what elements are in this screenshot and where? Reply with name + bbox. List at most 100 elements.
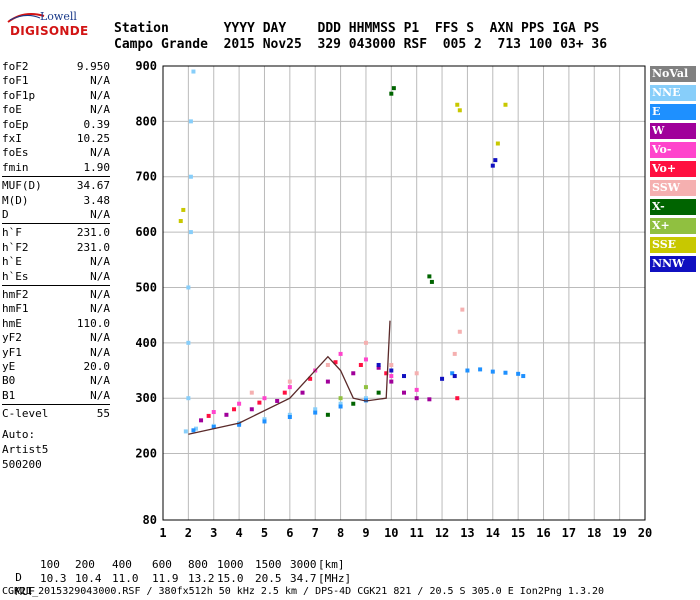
x-tick-label: 5 bbox=[261, 526, 268, 540]
param-value: N/A bbox=[90, 103, 110, 117]
x-tick-label: 16 bbox=[536, 526, 550, 540]
param-row: yF1 N/A bbox=[2, 346, 110, 360]
data-point bbox=[257, 400, 262, 405]
data-point bbox=[300, 390, 305, 395]
param-value: N/A bbox=[90, 255, 110, 269]
param-value: N/A bbox=[90, 331, 110, 345]
data-point bbox=[490, 163, 495, 168]
param-value: 9.950 bbox=[76, 60, 110, 73]
data-point bbox=[191, 69, 196, 74]
footer-muf-label: MUF bbox=[15, 585, 36, 598]
data-point bbox=[414, 387, 419, 392]
param-row: B0 N/A bbox=[2, 374, 110, 388]
data-point bbox=[389, 368, 394, 373]
footer-value: 1500 bbox=[255, 558, 282, 571]
data-point bbox=[188, 119, 193, 124]
param-label: D bbox=[2, 208, 9, 221]
legend-item-e: E bbox=[650, 104, 696, 120]
param-value: 20.0 bbox=[83, 360, 111, 373]
data-point bbox=[188, 230, 193, 235]
param-label: M(D) bbox=[2, 193, 29, 207]
footer-muf-row: MUF 10.3 10.4 11.0 11.9 13.2 15.0 20.5 34.7 [MHz… bbox=[2, 572, 351, 598]
param-row: foF2 9.950 bbox=[2, 60, 110, 74]
param-row: M(D) 3.48 bbox=[2, 194, 110, 208]
data-point bbox=[414, 371, 419, 376]
x-tick-label: 6 bbox=[286, 526, 293, 540]
footer-value: 20.5 bbox=[255, 572, 282, 585]
param-label: h`E bbox=[2, 255, 22, 269]
data-point bbox=[376, 362, 381, 367]
legend-item-nne: NNE bbox=[650, 85, 696, 101]
data-point bbox=[232, 407, 237, 412]
header-labels: Station YYYY DAY DDD HHMMSS P1 FFS S AXN… bbox=[114, 21, 600, 36]
footer-value: 1000 bbox=[217, 558, 244, 571]
x-tick-label: 18 bbox=[587, 526, 601, 540]
header-values: Campo Grande 2015 Nov25 329 043000 RSF 0… bbox=[114, 37, 608, 52]
data-point bbox=[376, 365, 381, 370]
data-point bbox=[186, 285, 191, 290]
auto-scaling-text: 500200 bbox=[2, 457, 42, 471]
data-point bbox=[351, 401, 356, 406]
data-point bbox=[455, 102, 460, 107]
data-point bbox=[460, 307, 465, 312]
param-row: hmF1 N/A bbox=[2, 302, 110, 316]
param-value: 231.0 bbox=[76, 240, 110, 254]
footer-value: 400 bbox=[112, 558, 132, 571]
param-row: h`Es N/A bbox=[2, 270, 110, 284]
param-row: h`F 231.0 bbox=[2, 226, 110, 240]
data-point bbox=[275, 398, 280, 403]
param-label: foF1 bbox=[2, 74, 29, 88]
x-tick-label: 10 bbox=[384, 526, 398, 540]
legend-item-w: W bbox=[650, 123, 696, 139]
data-point bbox=[193, 426, 198, 431]
x-tick-label: 17 bbox=[562, 526, 576, 540]
param-row: hmE 110.0 bbox=[2, 317, 110, 331]
param-value: N/A bbox=[90, 388, 110, 402]
footer-value: 11.9 bbox=[152, 572, 179, 585]
x-tick-label: 12 bbox=[435, 526, 449, 540]
x-tick-label: 11 bbox=[409, 526, 423, 540]
data-point bbox=[338, 396, 343, 401]
param-value: N/A bbox=[90, 146, 110, 160]
profile-trace-line bbox=[188, 320, 391, 435]
data-point bbox=[186, 340, 191, 345]
data-point bbox=[338, 404, 343, 409]
param-value: 34.67 bbox=[76, 179, 110, 193]
data-point bbox=[186, 396, 191, 401]
data-point bbox=[402, 374, 406, 379]
data-point bbox=[287, 412, 292, 417]
param-label: fmin bbox=[2, 160, 29, 174]
data-point bbox=[452, 374, 457, 379]
x-tick-label: 4 bbox=[235, 526, 242, 540]
legend-item-x: X- bbox=[650, 199, 696, 215]
footer-value: 11.0 bbox=[112, 572, 139, 585]
data-point bbox=[358, 362, 363, 367]
data-point bbox=[308, 376, 313, 381]
param-label: B0 bbox=[2, 374, 16, 388]
param-row: MUF(D) 34.67 bbox=[2, 179, 110, 193]
data-point bbox=[478, 367, 483, 372]
data-point bbox=[199, 418, 204, 423]
y-tick-label: 400 bbox=[135, 336, 157, 350]
footer-value: 200 bbox=[75, 558, 95, 571]
data-point bbox=[427, 397, 432, 402]
data-point bbox=[287, 379, 292, 384]
legend-item-x: X+ bbox=[650, 218, 696, 234]
param-divider bbox=[2, 223, 110, 225]
legend-item-ssw: SSW bbox=[650, 180, 696, 196]
data-point bbox=[237, 422, 242, 427]
data-point bbox=[521, 374, 526, 379]
data-point bbox=[313, 407, 318, 412]
legend-item-nnw: NNW bbox=[650, 256, 696, 272]
x-tick-label: 8 bbox=[337, 526, 344, 540]
digisonde-logo: Lowell DIGISONDE bbox=[4, 8, 88, 42]
logo-line-lowell: Lowell bbox=[40, 10, 77, 23]
param-row: yF2 N/A bbox=[2, 331, 110, 345]
param-label: h`F2 bbox=[2, 240, 29, 254]
param-value: N/A bbox=[90, 288, 110, 301]
footer-info: CGK21_2015329043000.RSF / 380fx512h 50 k… bbox=[2, 586, 605, 597]
param-label: B1 bbox=[2, 388, 16, 402]
footer-value: 600 bbox=[152, 558, 172, 571]
x-tick-label: 19 bbox=[612, 526, 626, 540]
data-point bbox=[414, 396, 419, 401]
